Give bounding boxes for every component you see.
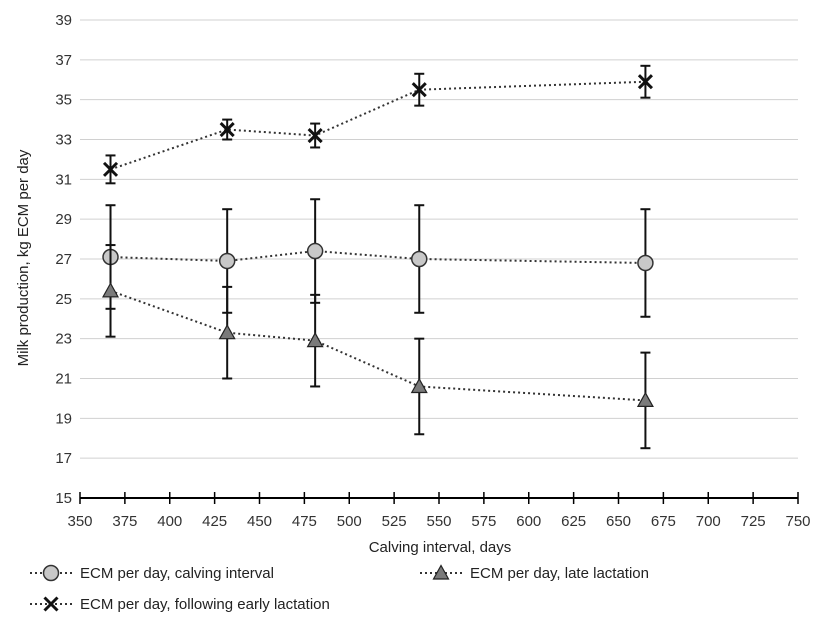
y-tick-label: 31 <box>55 171 72 188</box>
x-tick-label: 575 <box>471 513 496 530</box>
marker-stroke <box>411 82 427 98</box>
x-tick-label: 475 <box>292 513 317 530</box>
marker-stroke <box>637 74 653 90</box>
series-2 <box>101 244 654 450</box>
x-tick-label: 650 <box>606 513 631 530</box>
data-point <box>218 252 236 270</box>
data-point <box>102 161 119 177</box>
legend-marker <box>432 564 450 580</box>
y-tick-label: 19 <box>55 410 72 427</box>
x-tick-label: 500 <box>337 513 362 530</box>
x-tick-label: 725 <box>741 513 766 530</box>
marker-stroke <box>102 161 119 177</box>
y-tick-label: 29 <box>55 211 72 228</box>
legend-marker <box>42 564 60 582</box>
y-tick-label: 37 <box>55 52 72 69</box>
series-3 <box>102 64 653 185</box>
data-point <box>411 82 427 98</box>
data-point <box>306 331 324 348</box>
axes: 15 17 19 21 23 25 27 29 31 33 35 37 39 350 375 400 425 45… <box>55 12 810 530</box>
series-line <box>110 80 646 171</box>
marker-stroke <box>43 596 59 612</box>
legend-item: ECM per day, late lactation <box>420 564 649 582</box>
y-tick-label: 17 <box>55 450 72 467</box>
y-tick-label: 33 <box>55 132 72 149</box>
y-tick-label: 23 <box>55 331 72 348</box>
series-line <box>110 250 646 264</box>
series-line <box>110 289 646 402</box>
x-axis-title: Calving interval, days <box>369 539 512 556</box>
x-tick-label: 375 <box>112 513 137 530</box>
series <box>101 64 654 450</box>
y-axis-title: Milk production, kg ECM per day <box>15 149 32 366</box>
x-tick-label: 625 <box>561 513 586 530</box>
y-tick-label: 27 <box>55 251 72 268</box>
x-tick-label: 525 <box>382 513 407 530</box>
legend-item: ECM per day, following early lactation <box>30 596 330 613</box>
data-point <box>101 282 120 298</box>
x-tick-label: 600 <box>516 513 541 530</box>
data-point <box>306 242 324 260</box>
data-point <box>307 127 323 144</box>
x-tick-label: 675 <box>651 513 676 530</box>
x-tick-label: 750 <box>785 513 810 530</box>
y-tick-label: 15 <box>55 490 72 507</box>
series-1 <box>102 198 654 318</box>
data-point <box>411 250 428 268</box>
legend: ECM per day, calving interval ECM per day… <box>30 564 649 613</box>
x-tick-label: 550 <box>426 513 451 530</box>
data-point <box>637 254 654 272</box>
legend-marker <box>43 596 59 612</box>
data-point <box>637 74 653 90</box>
x-tick-label: 425 <box>202 513 227 530</box>
marker-stroke <box>307 127 323 144</box>
y-tick-label: 35 <box>55 92 72 109</box>
legend-label: ECM per day, following early lactation <box>80 596 330 613</box>
x-tick-label: 450 <box>247 513 272 530</box>
data-point <box>636 391 654 408</box>
x-tick-label: 350 <box>67 513 92 530</box>
y-tick-label: 21 <box>55 371 72 388</box>
legend-label: ECM per day, calving interval <box>80 565 274 582</box>
x-tick-label: 400 <box>157 513 182 530</box>
data-point <box>410 377 428 394</box>
gridlines <box>80 19 798 459</box>
legend-item: ECM per day, calving interval <box>30 564 274 582</box>
data-point <box>218 323 236 340</box>
y-tick-label: 39 <box>55 12 72 29</box>
x-tick-label: 700 <box>696 513 721 530</box>
marker-stroke <box>219 121 235 138</box>
data-point <box>219 121 235 138</box>
legend-label: ECM per day, late lactation <box>470 565 649 582</box>
y-tick-label: 25 <box>55 291 72 308</box>
